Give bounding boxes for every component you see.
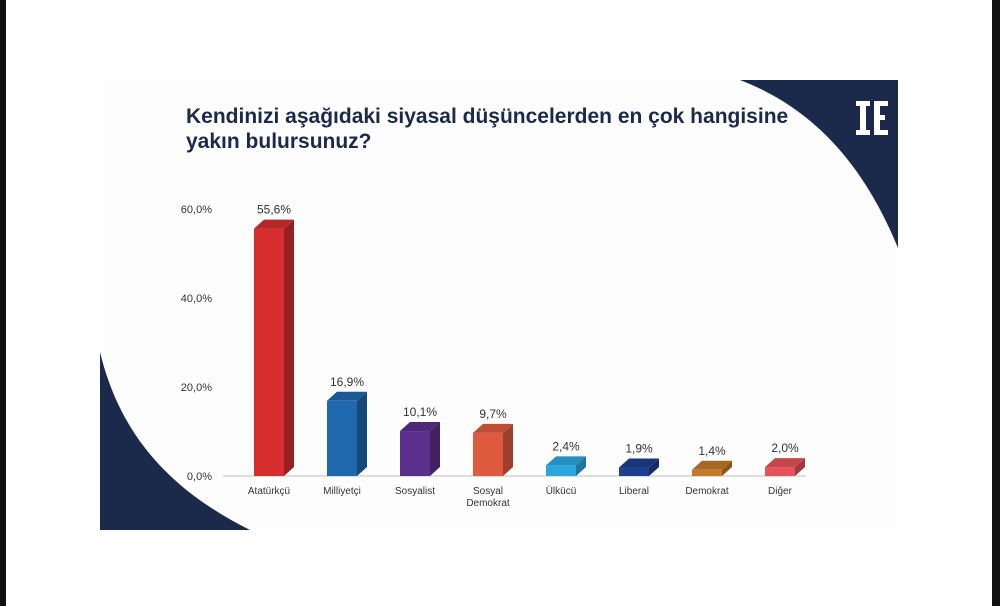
x-tick-label: Milliyetçi	[323, 486, 361, 497]
y-tick-label: 40,0%	[181, 293, 212, 305]
bar-value-label: 16,9%	[330, 375, 364, 389]
bar	[327, 400, 357, 476]
bar-side	[722, 460, 732, 476]
bar-top	[546, 456, 586, 466]
bar	[546, 465, 576, 476]
bar	[765, 467, 795, 476]
x-tick-label: Sosyalist	[395, 486, 435, 497]
bar-value-label: 2,4%	[552, 439, 580, 453]
bar-value-label: 1,4%	[698, 444, 726, 458]
bar-side	[649, 458, 659, 476]
bar-value-label: 10,1%	[403, 405, 437, 419]
bar-side	[795, 458, 805, 476]
brand-logo	[852, 97, 892, 139]
bar	[400, 431, 430, 476]
bar-value-label: 9,7%	[479, 407, 507, 421]
x-tick-label: Ülkücü	[546, 485, 577, 497]
right-edge-bar	[992, 0, 1000, 606]
bar-chart: 60,0% 40,0% 20,0% 0,0% 55,6% Atatürkçü 16,9% Mi…	[181, 203, 806, 509]
x-tick-label: Demokrat	[466, 498, 510, 509]
bar	[692, 469, 722, 476]
bar-value-label: 1,9%	[625, 442, 653, 456]
bar	[619, 467, 649, 476]
x-tick-label: Demokrat	[685, 486, 729, 497]
bar	[254, 228, 284, 476]
left-edge-bar	[0, 0, 6, 606]
top-right-navy-corner	[740, 80, 898, 248]
bar-top	[254, 219, 294, 229]
chart-slide: Kendinizi aşağıdaki siyasal düşüncelerde…	[100, 80, 898, 530]
bar-side	[576, 456, 586, 476]
x-tick-label: Liberal	[619, 486, 649, 497]
x-tick-label: Atatürkçü	[248, 486, 290, 497]
bar-side	[357, 391, 367, 476]
chart-title: Kendinizi aşağıdaki siyasal düşüncelerde…	[186, 105, 789, 153]
bar-top	[327, 391, 367, 401]
x-tick-label: Diğer	[768, 486, 793, 497]
bar-side	[430, 422, 440, 476]
bar-top	[692, 460, 732, 470]
bar	[473, 432, 503, 476]
bottom-left-navy-corner	[100, 352, 250, 530]
bar-top	[619, 458, 659, 468]
y-tick-label: 20,0%	[181, 382, 212, 394]
slide-decoration	[100, 80, 898, 530]
bar-side	[284, 219, 294, 476]
bar-top	[400, 422, 440, 432]
bar-value-label: 55,6%	[257, 203, 291, 217]
y-tick-label: 60,0%	[181, 204, 212, 216]
bar-top	[473, 423, 513, 433]
bar-side	[503, 423, 513, 476]
y-tick-label: 0,0%	[187, 471, 212, 483]
bar-top	[765, 458, 805, 468]
bar-value-label: 2,0%	[771, 441, 799, 455]
x-tick-label: Sosyal	[473, 486, 503, 497]
